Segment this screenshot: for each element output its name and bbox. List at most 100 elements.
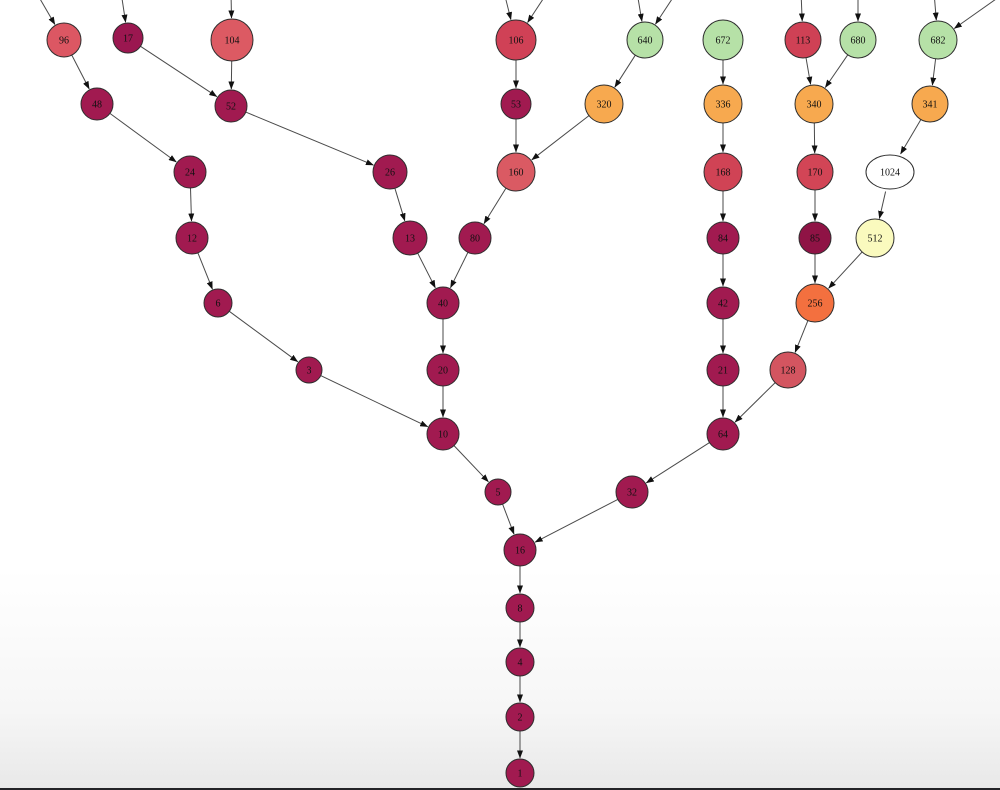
graph-node-104: 104 (210, 18, 254, 62)
node-shape (495, 19, 537, 61)
graph-edge (320, 375, 429, 428)
graph-edge (394, 188, 406, 222)
graph-node-48: 48 (80, 87, 114, 121)
graph-edge (197, 252, 213, 290)
graph-edge (645, 442, 710, 484)
graph-node-5: 5 (484, 478, 512, 506)
node-shape (839, 21, 877, 59)
graph-node-13: 13 (392, 220, 428, 256)
graph-node-6: 6 (203, 288, 233, 318)
graph-node-85: 85 (798, 221, 832, 255)
graph-edge (794, 320, 809, 353)
graph-edge (828, 251, 863, 289)
graph-edge (805, 57, 813, 85)
graph-node-12: 12 (175, 221, 209, 255)
node-shape (626, 21, 664, 59)
node-shape (372, 154, 408, 190)
graph-node-52: 52 (214, 89, 248, 123)
node-shape (426, 353, 460, 387)
node-shape (865, 154, 915, 190)
graph-node-106: 106 (495, 19, 537, 61)
graph-edge (245, 111, 374, 166)
graph-edge (450, 252, 469, 289)
graph-edge (824, 54, 849, 88)
graph-node-24: 24 (173, 155, 207, 189)
graph-node-168: 168 (703, 152, 743, 192)
graph-node-320: 320 (584, 84, 624, 124)
graph-edge (453, 445, 489, 483)
node-shape (911, 85, 949, 123)
node-shape (918, 20, 958, 60)
node-shape (46, 22, 82, 58)
graph-node-21: 21 (706, 353, 740, 387)
graph-edge (878, 191, 887, 219)
node-shape (503, 533, 537, 567)
node-shape (795, 283, 835, 323)
node-shape (392, 220, 428, 256)
graph-node-170: 170 (796, 153, 834, 191)
graph-edge (932, 0, 939, 21)
node-shape (769, 351, 807, 389)
graph-node-2: 2 (505, 702, 535, 732)
node-shape (706, 221, 740, 255)
graph-edge (531, 115, 590, 161)
graph-edge (109, 112, 177, 163)
graph-edge (798, 0, 805, 22)
graph-node-1024: 1024 (865, 154, 915, 190)
node-shape (500, 88, 532, 120)
node-shape (796, 153, 834, 191)
graph-node-10: 10 (426, 417, 460, 451)
graph-node-680: 680 (839, 21, 877, 59)
graph-edge (417, 252, 436, 289)
graph-node-16: 16 (503, 533, 537, 567)
edge-layer (40, 0, 996, 759)
node-shape (584, 84, 624, 124)
node-shape (784, 21, 822, 59)
node-shape (794, 84, 834, 124)
graph-node-17: 17 (112, 22, 144, 54)
graph-node-80: 80 (458, 221, 492, 255)
node-shape (173, 155, 207, 189)
graph-edge (121, 0, 128, 23)
graph-edge (930, 58, 937, 86)
node-shape (496, 152, 536, 192)
node-shape (798, 221, 832, 255)
node-shape (855, 218, 895, 258)
node-shape (112, 22, 144, 54)
graph-edge (228, 0, 235, 19)
graph-edge (483, 187, 507, 225)
graph-node-340: 340 (794, 84, 834, 124)
graph-node-96: 96 (46, 22, 82, 58)
graph-edge (527, 0, 544, 23)
graph-node-42: 42 (706, 286, 740, 320)
window-bottom-edge (0, 788, 1000, 790)
node-shape (295, 356, 323, 384)
graph-node-3: 3 (295, 356, 323, 384)
node-shape (505, 647, 535, 677)
graph-node-8: 8 (505, 593, 535, 623)
graph-edge (534, 498, 619, 543)
graph-node-26: 26 (372, 154, 408, 190)
graph-node-336: 336 (703, 84, 743, 124)
graph-edge (502, 504, 515, 535)
graph-node-113: 113 (784, 21, 822, 59)
graph-edge (505, 0, 512, 21)
graph-node-640: 640 (626, 21, 664, 59)
graph-edge (71, 54, 90, 90)
graph-edge (229, 310, 299, 363)
graph-node-341: 341 (911, 85, 949, 123)
graph-edge (655, 0, 673, 25)
node-shape (615, 475, 649, 509)
node-shape (702, 19, 744, 61)
graph-node-672: 672 (702, 19, 744, 61)
node-shape (426, 286, 460, 320)
node-shape (706, 286, 740, 320)
graph-node-512: 512 (855, 218, 895, 258)
node-shape (203, 288, 233, 318)
node-shape (80, 87, 114, 121)
graph-node-4: 4 (505, 647, 535, 677)
node-shape (175, 221, 209, 255)
node-shape (703, 84, 743, 124)
